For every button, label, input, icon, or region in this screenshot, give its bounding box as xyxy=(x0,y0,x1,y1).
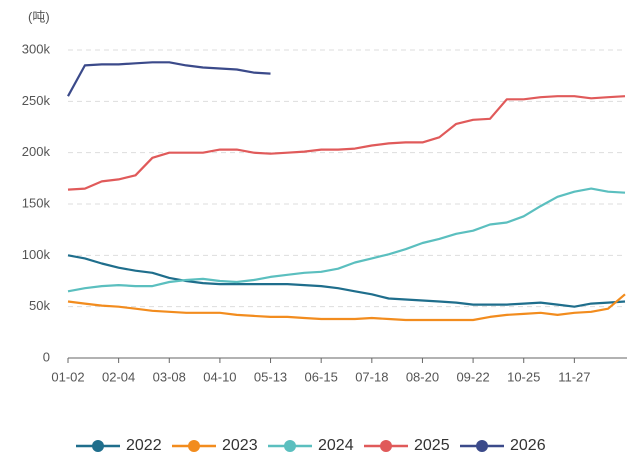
x-tick-label: 08-20 xyxy=(406,369,439,384)
legend-marker xyxy=(380,440,392,452)
y-tick-label: 250k xyxy=(22,93,51,108)
series-line xyxy=(67,293,626,322)
x-tick-label: 01-02 xyxy=(51,369,84,384)
y-tick-label: 200k xyxy=(22,144,51,159)
series-line xyxy=(67,254,626,308)
legend-label: 2025 xyxy=(414,437,450,454)
legend-label: 2024 xyxy=(318,437,354,454)
x-tick-label: 09-22 xyxy=(456,369,489,384)
legend-label: 2026 xyxy=(510,437,546,454)
legend-marker xyxy=(476,440,488,452)
series-line xyxy=(67,95,626,191)
legend-label: 2022 xyxy=(126,437,162,454)
legend-label: 2023 xyxy=(222,437,258,454)
y-tick-label: 300k xyxy=(22,41,51,56)
x-tick-label: 03-08 xyxy=(153,369,186,384)
y-axis-label: (吨) xyxy=(28,9,50,24)
x-tick-label: 02-04 xyxy=(102,369,135,384)
x-tick-label: 10-25 xyxy=(507,369,540,384)
y-tick-label: 0 xyxy=(43,349,50,364)
x-tick-label: 04-10 xyxy=(203,369,236,384)
x-tick-label: 11-27 xyxy=(558,369,590,384)
legend-marker xyxy=(92,440,104,452)
series-line xyxy=(67,187,626,293)
y-tick-label: 150k xyxy=(22,195,51,210)
x-tick-label: 07-18 xyxy=(355,369,388,384)
legend-marker xyxy=(284,440,296,452)
legend-marker xyxy=(188,440,200,452)
series-line xyxy=(67,61,271,97)
x-tick-label: 06-15 xyxy=(305,369,338,384)
y-tick-label: 50k xyxy=(29,298,50,313)
y-tick-label: 100k xyxy=(22,247,51,262)
x-tick-label: 05-13 xyxy=(254,369,287,384)
